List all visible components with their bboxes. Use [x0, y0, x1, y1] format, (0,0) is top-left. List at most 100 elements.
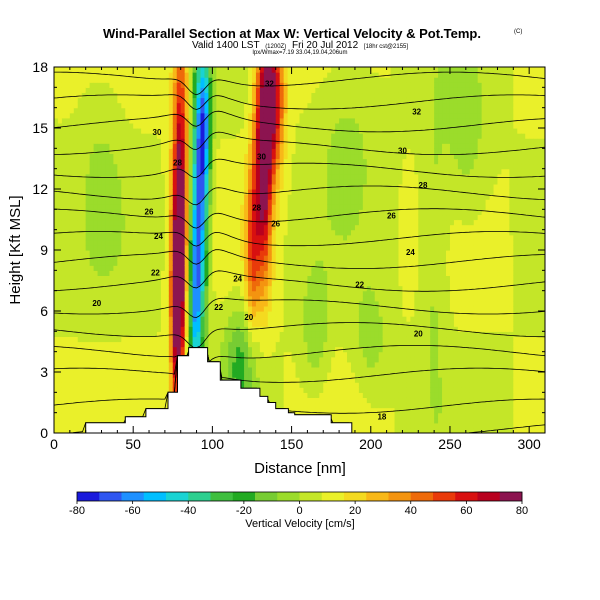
heatmap-cell: [248, 270, 253, 277]
heatmap-cell: [73, 209, 79, 216]
heatmap-cell: [315, 107, 320, 114]
heatmap-cell: [279, 72, 285, 78]
heatmap-cell: [105, 290, 111, 297]
heatmap-cell: [121, 346, 126, 353]
heatmap-cell: [240, 133, 245, 139]
heatmap-cell: [287, 183, 293, 190]
heatmap-cell: [172, 178, 178, 185]
heatmap-cell: [125, 387, 130, 393]
heatmap-cell: [220, 72, 225, 78]
heatmap-cell: [141, 224, 146, 231]
heatmap-cell: [129, 183, 134, 190]
heatmap-cell: [208, 341, 213, 348]
heatmap-cell: [113, 407, 118, 414]
heatmap-cell: [81, 128, 87, 134]
heatmap-cell: [57, 372, 63, 378]
heatmap-cell: [259, 107, 265, 114]
heatmap-cell: [105, 87, 111, 94]
heatmap-cell: [232, 153, 237, 160]
heatmap-cell: [188, 255, 194, 261]
heatmap-cell: [65, 295, 71, 302]
heatmap-cell: [77, 163, 83, 170]
heatmap-cell: [168, 326, 174, 332]
heatmap-cell: [188, 148, 194, 155]
heatmap-cell: [176, 321, 182, 327]
heatmap-cell: [236, 199, 241, 205]
heatmap-cell: [172, 275, 178, 282]
heatmap-cell: [263, 102, 269, 109]
heatmap-cell: [77, 290, 83, 297]
heatmap-cell: [327, 341, 332, 348]
heatmap-cell: [160, 361, 166, 368]
heatmap-cell: [54, 295, 59, 302]
heatmap-cell: [54, 158, 59, 165]
heatmap-cell: [152, 229, 158, 236]
heatmap-cell: [145, 387, 150, 393]
heatmap-cell: [200, 250, 206, 256]
heatmap-cell: [61, 270, 67, 277]
heatmap-cell: [156, 255, 162, 261]
heatmap-cell: [295, 229, 301, 236]
heatmap-cell: [105, 417, 111, 424]
heatmap-cell: [287, 133, 293, 139]
heatmap-cell: [117, 295, 122, 302]
heatmap-cell: [263, 219, 269, 226]
heatmap-cell: [287, 117, 293, 124]
heatmap-cell: [180, 224, 186, 231]
heatmap-cell: [156, 239, 162, 246]
heatmap-cell: [279, 122, 285, 129]
heatmap-cell: [133, 77, 138, 83]
heatmap-cell: [271, 285, 277, 292]
heatmap-cell: [137, 244, 142, 251]
heatmap-cell: [283, 397, 289, 404]
heatmap-cell: [109, 87, 114, 94]
heatmap-cell: [303, 361, 309, 368]
heatmap-cell: [275, 229, 281, 236]
heatmap-cell: [145, 97, 150, 104]
heatmap-cell: [141, 183, 146, 190]
heatmap-cell: [152, 97, 158, 104]
heatmap-cell: [180, 204, 186, 210]
heatmap-cell: [267, 326, 273, 332]
heatmap-cell: [105, 178, 111, 185]
heatmap-cell: [164, 122, 170, 129]
heatmap-cell: [57, 270, 63, 277]
heatmap-cell: [65, 143, 71, 149]
heatmap-cell: [109, 138, 114, 144]
heatmap-cell: [61, 377, 67, 383]
heatmap-cell: [141, 82, 146, 88]
heatmap-cell: [232, 92, 237, 99]
heatmap-cell: [192, 92, 198, 99]
heatmap-cell: [271, 97, 277, 104]
heatmap-cell: [65, 341, 71, 348]
heatmap-cell: [184, 189, 190, 195]
heatmap-cell: [117, 163, 122, 170]
heatmap-cell: [156, 265, 162, 271]
heatmap-cell: [204, 112, 210, 119]
heatmap-cell: [315, 331, 320, 338]
heatmap-cell: [236, 97, 241, 104]
heatmap-cell: [196, 168, 202, 175]
heatmap-cell: [283, 112, 289, 119]
heatmap-cell: [251, 300, 257, 307]
heatmap-cell: [121, 178, 126, 185]
heatmap-cell: [109, 224, 114, 231]
heatmap-cell: [145, 255, 150, 261]
heatmap-cell: [279, 138, 285, 144]
heatmap-cell: [251, 199, 257, 205]
heatmap-cell: [315, 97, 320, 104]
heatmap-cell: [57, 280, 63, 287]
heatmap-cell: [81, 366, 87, 373]
heatmap-cell: [192, 72, 198, 78]
heatmap-cell: [93, 280, 99, 287]
heatmap-cell: [141, 285, 146, 292]
subtitle-date: Fri 20 Jul 2012: [292, 40, 359, 51]
heatmap-cell: [240, 244, 245, 251]
heatmap-cell: [141, 173, 146, 180]
heatmap-cell: [216, 158, 221, 165]
heatmap-cell: [61, 351, 67, 358]
heatmap-cell: [251, 128, 257, 134]
heatmap-cell: [81, 341, 87, 348]
heatmap-cell: [57, 275, 63, 282]
heatmap-cell: [61, 422, 67, 429]
